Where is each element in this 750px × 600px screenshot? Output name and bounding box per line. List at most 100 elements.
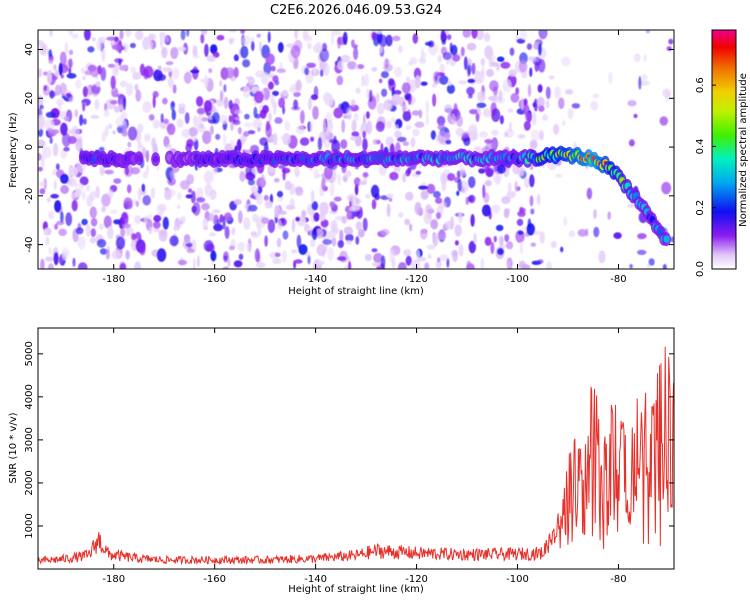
spectrogram-speckle [68,49,74,56]
spectrogram-speckle [121,213,128,220]
spectrogram-speckle [393,66,403,78]
spectrogram-speckle [662,264,667,269]
top-y-tick-label: -20 [24,188,35,204]
spectrogram-speckle [253,90,264,104]
spectrogram-speckle [516,218,524,226]
spectrogram-speckle [504,234,510,243]
spectrogram-speckle [393,124,399,131]
spectrogram-speckle [476,102,487,109]
spectrogram-speckle [529,67,533,77]
spectrogram-speckle [40,258,45,269]
spectrogram-speckle [432,93,437,107]
spectrogram-speckle [230,139,235,148]
spectrogram-speckle [353,177,361,187]
spectrogram-speckle [371,31,377,41]
spectrogram-speckle [270,65,276,72]
spectrogram-speckle [346,211,353,220]
spectrogram-speckle [507,108,514,113]
spectrogram-speckle [173,225,178,232]
top-x-tick-label: -120 [405,274,428,285]
spectrogram-speckle [391,117,396,123]
spectrogram-speckle [436,212,441,220]
spectrogram-speckle [402,104,408,112]
top-y-tick-label: 40 [24,43,35,56]
spectrogram-speckle [231,227,236,236]
spectrogram-speckle [295,125,305,135]
spectrogram-speckle [38,115,46,129]
spectrogram-speckle [294,186,304,196]
spectrogram-speckle [391,94,402,106]
spectrogram-speckle [105,249,110,260]
spectrogram-speckle [79,176,89,186]
spectrogram-speckle [262,105,269,114]
spectrogram-speckle [345,240,353,245]
spectrogram-speckle [109,209,118,214]
spectrogram-speckle [245,171,256,181]
spectrogram-speckle [291,249,298,254]
spectrogram-speckle [455,127,464,137]
spectrogram-speckle [481,204,492,217]
bottom-x-tick-label: -80 [610,574,626,585]
spectrogram-speckle [202,217,208,229]
top-y-tick-label: -40 [24,236,35,252]
spectrogram-speckle [265,123,272,138]
spectrogram-speckle [608,71,613,85]
spectrogram-speckle [478,131,488,138]
spectrogram-speckle [108,123,113,129]
spectrogram-speckle [561,56,571,67]
spectrogram-speckle [187,188,193,193]
spectrogram-speckle [111,44,122,50]
spectrogram-speckle [110,75,116,90]
spectrogram-speckle [638,76,642,90]
spectrogram-speckle [538,43,542,56]
spectrogram-speckle [510,92,520,103]
spectrogram-speckle [491,129,499,136]
spectrogram-speckle [192,258,196,269]
spectrogram-speckle [255,261,266,268]
spectrogram-speckle [499,115,504,125]
spectrogram-speckle [319,69,324,77]
spectrogram-speckle [156,248,167,262]
spectrogram-speckle [465,196,470,205]
spectrogram-speckle [452,249,458,263]
spectrogram-speckle [484,180,492,187]
spectrogram-speckle [331,139,341,154]
spectrogram-speckle [38,39,44,46]
spectrogram-speckle [295,79,302,92]
spectrogram-speckle [436,115,446,126]
spectrogram-speckle [491,61,498,67]
spectrogram-speckle [388,78,395,86]
spectrogram-speckle [272,258,282,265]
spectrogram-speckle [463,56,468,71]
spectrogram-speckle [462,30,471,38]
spectrogram-speckle [426,213,433,220]
spectrogram-speckle [333,196,342,202]
spectrogram-speckle [417,256,427,262]
spectrogram-speckle [238,210,243,224]
spectrogram-speckle [60,74,65,79]
spectrogram-speckle [337,60,345,70]
spectrogram-speckle [256,250,261,264]
spectrogram-speckle [321,177,326,191]
spectrogram-speckle [170,47,179,59]
spectrogram-speckle [538,130,544,141]
spectrogram-speckle [466,263,475,269]
spectrogram-speckle [402,173,407,183]
spectrogram-speckle [392,35,401,42]
spectrogram-speckle [148,226,153,235]
spectrogram-speckle [454,224,462,237]
spectrogram-speckle [152,221,161,229]
spectrogram-speckle [243,122,253,128]
spectrogram-speckle [60,173,69,184]
spectrogram-speckle [141,183,146,192]
spectrogram-speckle [81,190,86,201]
spectrogram-speckle [92,36,96,42]
spectrogram-speckle [150,187,156,199]
spectrogram-speckle [493,235,497,243]
spectrogram-speckle [304,223,310,233]
spectrogram-speckle [484,139,493,144]
spectrogram-ridge [78,145,671,247]
bottom-x-tick-label: -120 [405,574,428,585]
spectrogram-speckle [607,211,611,220]
spectrogram-speckle [440,172,448,184]
